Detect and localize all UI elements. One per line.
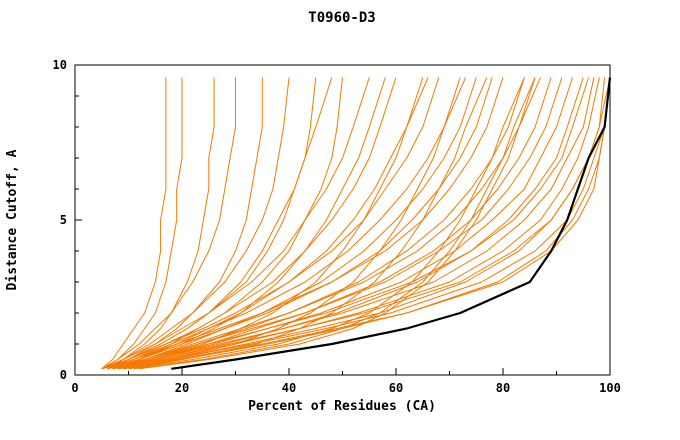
model-curve [112, 77, 595, 370]
model-curve [117, 77, 584, 370]
x-tick-label: 100 [599, 381, 621, 395]
model-curve [101, 77, 504, 370]
model-curve [101, 77, 440, 370]
model-curve [101, 77, 333, 370]
model-curve [101, 77, 183, 370]
y-tick-label: 0 [60, 368, 67, 382]
model-curve [106, 77, 461, 370]
model-curve [117, 77, 467, 370]
model-curve [112, 77, 573, 370]
x-axis-label: Percent of Residues (CA) [248, 399, 436, 414]
model-curve [106, 77, 536, 370]
model-curve [117, 77, 552, 370]
x-tick-label: 60 [389, 381, 403, 395]
model-curve [123, 77, 488, 370]
model-curve [106, 77, 493, 370]
y-tick-label: 10 [53, 58, 67, 72]
model-curve [112, 77, 429, 370]
model-curves [101, 77, 612, 370]
model-curve [123, 77, 611, 370]
model-curve [128, 77, 611, 370]
model-curve [101, 77, 370, 370]
x-tick-label: 20 [175, 381, 189, 395]
axes: 0 20 40 60 80 100 0 5 10 [53, 58, 621, 395]
model-curve [139, 77, 541, 370]
x-tick-label: 80 [496, 381, 510, 395]
y-tick-label: 5 [60, 213, 67, 227]
model-curve [106, 77, 563, 370]
model-curve [101, 77, 167, 370]
chart-title: T0960-D3 [308, 10, 375, 26]
model-curve [106, 77, 386, 370]
model-curve [101, 77, 236, 370]
model-curve [101, 77, 290, 370]
model-curve [128, 77, 525, 370]
x-tick-label: 40 [282, 381, 296, 395]
model-curve [117, 77, 611, 370]
model-curve [106, 77, 215, 370]
model-curve [106, 77, 263, 370]
model-curve [112, 77, 477, 370]
x-tick-label: 0 [71, 381, 78, 395]
model-curve [133, 77, 536, 370]
best-model-curve [171, 77, 612, 370]
model-curve [123, 77, 606, 370]
y-axis-label: Distance Cutoff, A [5, 149, 20, 290]
